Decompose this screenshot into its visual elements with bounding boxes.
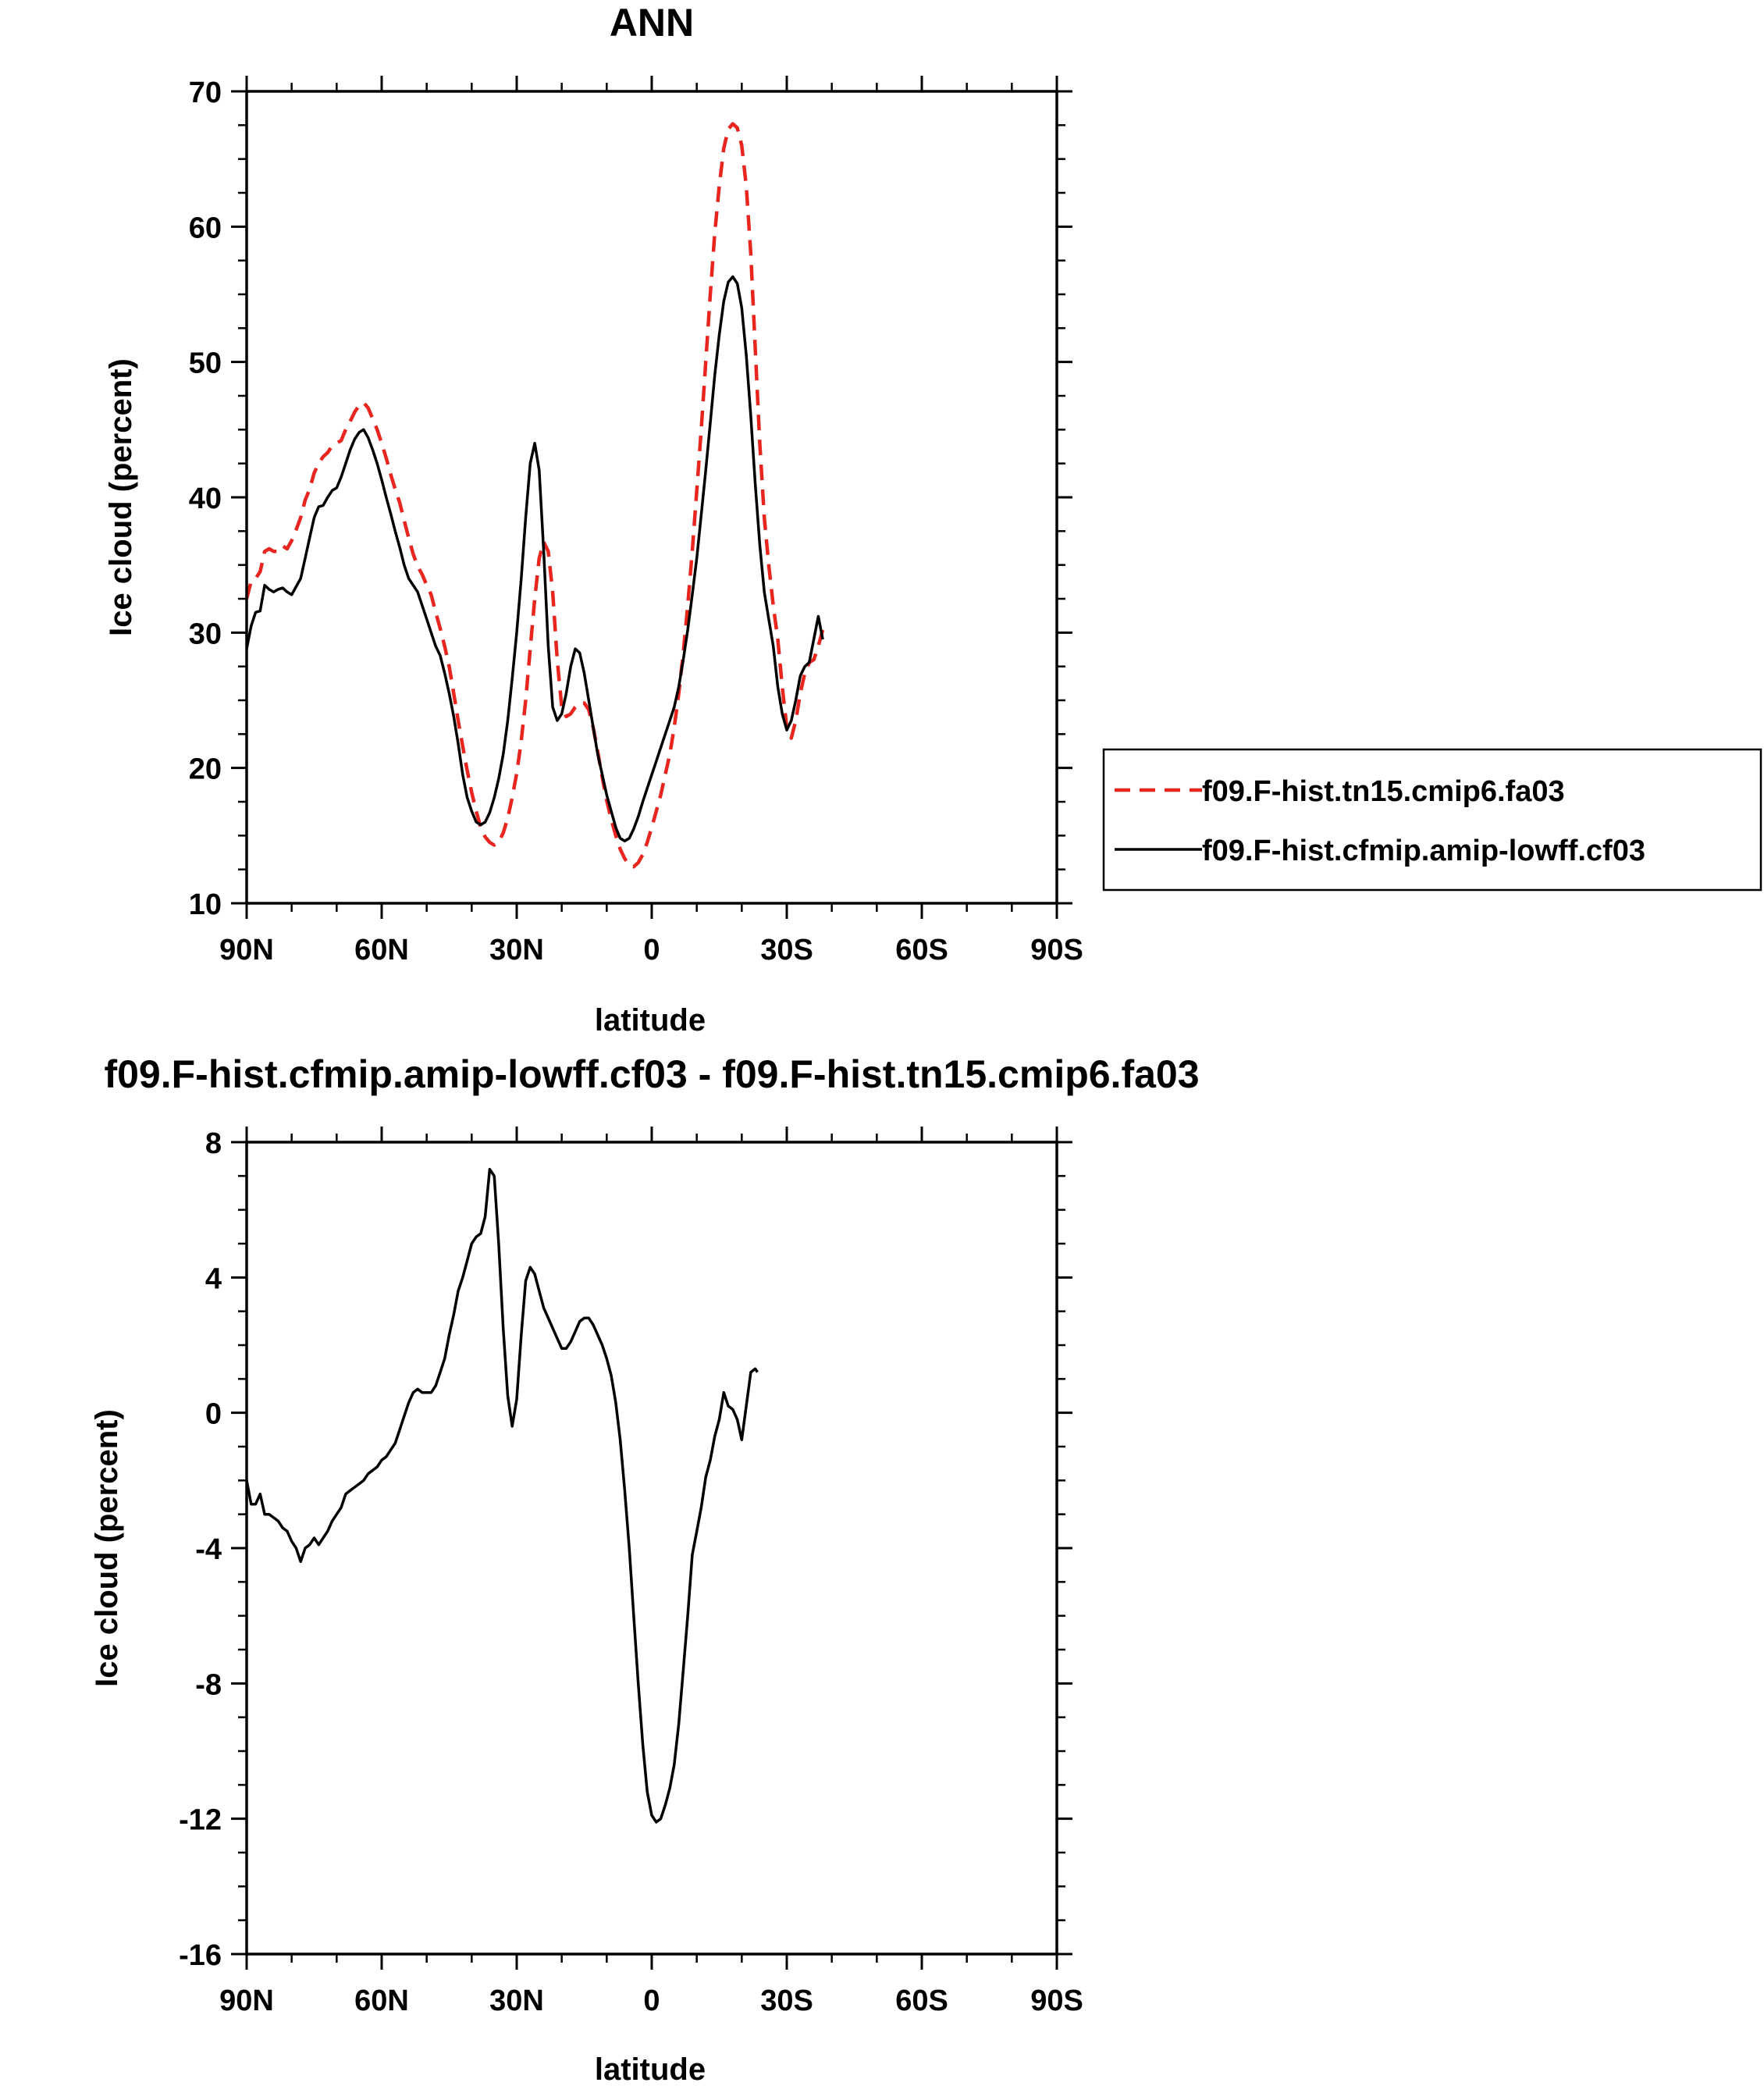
y-tick-label: 50 xyxy=(189,347,222,380)
top-plot-frame xyxy=(245,90,1058,905)
x-tick-label: 60N xyxy=(354,934,409,966)
y-tick-label: -8 xyxy=(195,1668,222,1701)
bottom-chart-lines xyxy=(245,1167,759,1824)
series-line-0-1 xyxy=(245,275,824,843)
legend-entry-1: f09.F-hist.tn15.cmip6.fa03 xyxy=(1202,775,1565,808)
bottom-chart-ticks: 90N 60N 30N 0 30S 60S 90S -16 -12 -8 -4 0 4 8 xyxy=(179,1127,1083,2017)
y-tick-label: 8 xyxy=(205,1127,222,1160)
x-tick-label: 60S xyxy=(895,934,948,966)
top-line-chart: ANN 90N 60N 30N 0 30S 60S 90S 10 20 30 40 50 60 70 la… xyxy=(104,1,1762,1038)
y-axis-label-bottom: Ice cloud (percent) xyxy=(90,1409,124,1687)
x-tick-label: 0 xyxy=(643,934,660,966)
x-tick-label: 60N xyxy=(354,1985,409,2017)
y-tick-label: -16 xyxy=(179,1939,222,1972)
x-axis-label-top: latitude xyxy=(595,1003,706,1038)
y-axis-label-top: Ice cloud (percent) xyxy=(104,358,138,636)
legend: f09.F-hist.tn15.cmip6.fa03 f09.F-hist.cf… xyxy=(1102,748,1762,892)
x-tick-label: 30N xyxy=(489,1985,544,2017)
x-tick-label: 90S xyxy=(1030,934,1083,966)
y-tick-label: 60 xyxy=(189,212,222,244)
x-tick-label: 90S xyxy=(1030,1985,1083,2017)
y-tick-label: 40 xyxy=(189,482,222,515)
top-chart-ticks: 90N 60N 30N 0 30S 60S 90S 10 20 30 40 50 60 70 xyxy=(189,76,1083,966)
y-tick-label: 70 xyxy=(189,77,222,109)
y-tick-label: 30 xyxy=(189,618,222,650)
y-tick-label: 10 xyxy=(189,888,222,921)
y-tick-label: 0 xyxy=(205,1398,222,1431)
y-tick-label: -4 xyxy=(195,1533,222,1566)
chart-title-top: ANN xyxy=(610,1,694,44)
series-line-0-0 xyxy=(244,122,825,869)
top-chart-lines xyxy=(244,122,825,869)
x-tick-label: 60S xyxy=(895,1985,948,2017)
x-tick-label: 30N xyxy=(489,934,544,966)
x-tick-label: 30S xyxy=(760,1985,813,2017)
x-tick-label: 90N xyxy=(219,1985,274,2017)
legend-box xyxy=(1102,748,1762,892)
x-tick-label: 30S xyxy=(760,934,813,966)
x-axis-label-bottom: latitude xyxy=(595,2052,706,2086)
y-tick-label: -12 xyxy=(179,1804,222,1837)
chart-title-bottom: f09.F-hist.cfmip.amip-lowff.cf03 - f09.F… xyxy=(104,1052,1199,1096)
legend-entry-2: f09.F-hist.cfmip.amip-lowff.cf03 xyxy=(1202,835,1645,867)
y-tick-label: 20 xyxy=(189,753,222,786)
y-tick-label: 4 xyxy=(205,1262,222,1295)
x-tick-label: 0 xyxy=(643,1985,660,2017)
bottom-difference-chart: f09.F-hist.cfmip.amip-lowff.cf03 - f09.F… xyxy=(90,1052,1200,2086)
series-line-1-0 xyxy=(245,1167,759,1824)
x-tick-label: 90N xyxy=(219,934,274,966)
bottom-plot-frame xyxy=(245,1141,1058,1956)
